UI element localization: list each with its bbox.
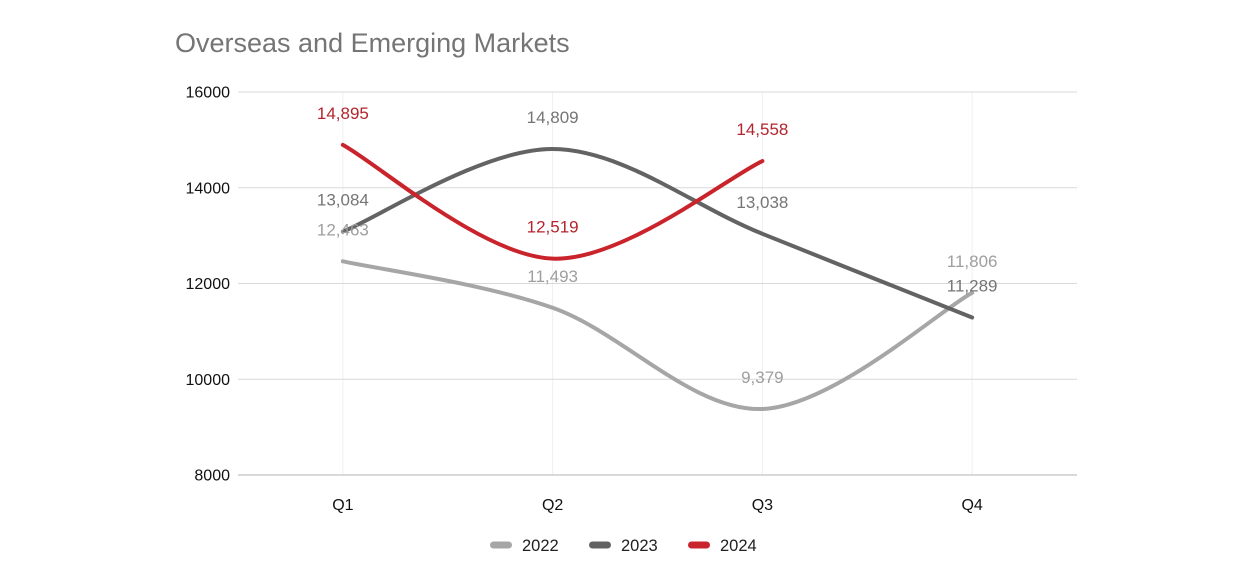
series-line-2024 bbox=[340, 142, 765, 261]
legend-label-2023: 2023 bbox=[621, 537, 658, 555]
data-label-2024-Q1: 14,895 bbox=[317, 104, 369, 123]
x-axis-category-label: Q2 bbox=[542, 497, 563, 514]
data-label-2023-Q4: 11,289 bbox=[947, 277, 998, 296]
data-label-2023-Q1: 13,084 bbox=[317, 191, 369, 210]
y-axis-tick-label: 16000 bbox=[186, 85, 231, 102]
legend-swatch-2024 bbox=[688, 541, 710, 549]
legend-label-2024: 2024 bbox=[720, 537, 757, 555]
legend-swatch-2022 bbox=[490, 541, 512, 549]
y-axis-tick-label: 8000 bbox=[194, 468, 230, 485]
y-axis-tick-label: 12000 bbox=[186, 276, 231, 293]
legend-label-2022: 2022 bbox=[522, 537, 559, 555]
series-line-2022 bbox=[340, 259, 975, 411]
data-label-2024-Q2: 12,519 bbox=[527, 218, 579, 237]
data-label-2022-Q2: 11,493 bbox=[527, 267, 578, 286]
x-axis-category-label: Q1 bbox=[332, 497, 353, 514]
series-line-2023 bbox=[340, 147, 975, 320]
data-label-2024-Q3: 14,558 bbox=[736, 120, 788, 139]
x-axis-category-label: Q4 bbox=[961, 497, 982, 514]
y-axis-tick-label: 10000 bbox=[186, 372, 231, 389]
y-axis-tick-label: 14000 bbox=[186, 180, 231, 197]
x-axis-category-label: Q3 bbox=[752, 497, 773, 514]
data-label-2023-Q2: 14,809 bbox=[527, 108, 579, 127]
data-label-2022-Q3: 9,379 bbox=[741, 368, 784, 387]
data-label-2022-Q4: 11,806 bbox=[947, 252, 998, 271]
legend-swatch-2023 bbox=[589, 541, 611, 549]
chart-title: Overseas and Emerging Markets bbox=[175, 28, 570, 58]
data-label-2023-Q3: 13,038 bbox=[736, 193, 788, 212]
data-label-2022-Q1: 12,463 bbox=[317, 220, 369, 239]
